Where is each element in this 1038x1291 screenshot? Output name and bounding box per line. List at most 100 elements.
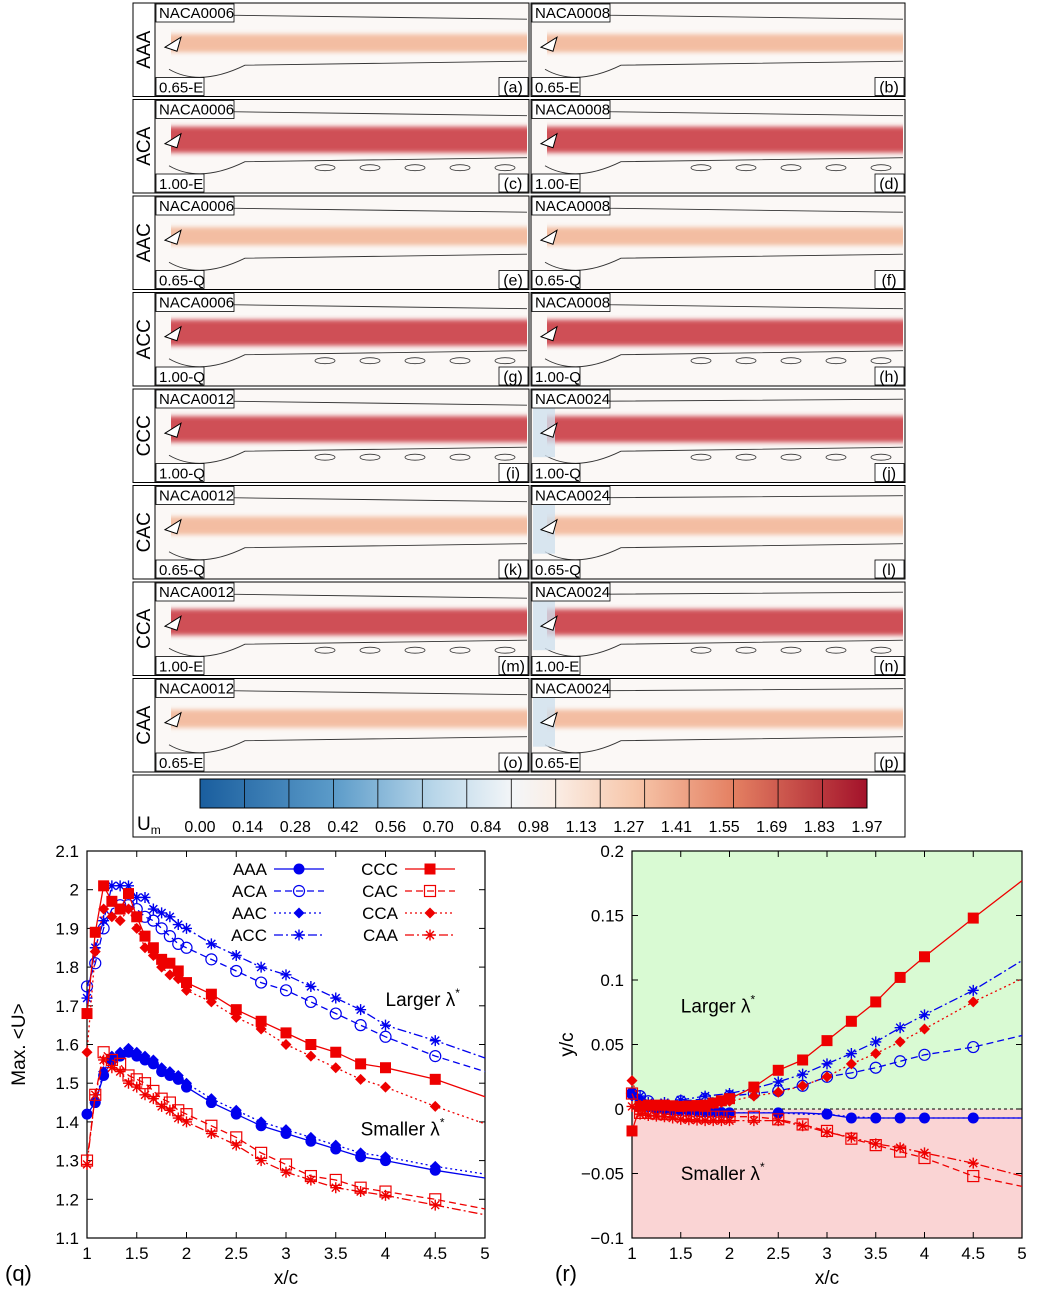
series-marker	[230, 1004, 242, 1016]
series-cca	[626, 978, 1023, 1112]
colorbar-tick-label: 0.84	[470, 819, 501, 836]
series-marker	[164, 957, 176, 969]
series-marker	[305, 1131, 317, 1143]
case-label-box	[531, 173, 581, 193]
series-marker	[205, 953, 218, 966]
series-marker	[181, 1077, 192, 1089]
series-marker	[707, 1115, 719, 1127]
wake-jet	[171, 227, 527, 246]
series-marker	[380, 1151, 391, 1163]
profile-label: NACA0006	[159, 5, 234, 22]
series-marker	[172, 937, 185, 950]
case-label: 0.65-E	[159, 755, 203, 772]
series-marker	[293, 863, 305, 875]
case-label: 1.00-Q	[535, 369, 581, 386]
case-label-box	[531, 463, 581, 482]
profile-label: NACA0024	[535, 488, 610, 505]
series-marker	[292, 884, 306, 898]
case-label-box	[155, 77, 205, 96]
series-marker	[845, 1048, 857, 1060]
series-marker	[707, 1098, 719, 1110]
case-label: 0.65-Q	[535, 273, 581, 290]
series-cca	[81, 903, 486, 1125]
series-marker	[715, 1097, 727, 1109]
series-marker	[634, 1099, 646, 1111]
series-marker	[894, 1022, 906, 1034]
vortex-contour	[359, 357, 381, 365]
series-marker	[667, 1100, 679, 1112]
contour-panel: NACA0008 1.00-Q (h)	[530, 292, 906, 387]
colorbar-tick-label: 1.83	[804, 819, 835, 836]
series-ccc	[81, 880, 486, 1098]
y-tick-label: 2.1	[55, 842, 79, 861]
series-marker	[172, 965, 184, 977]
series-marker	[89, 957, 102, 970]
x-tick-label: 4	[381, 1244, 390, 1263]
row-label: CAA	[134, 705, 155, 744]
series-marker	[181, 984, 192, 996]
annotation-label: Smaller λ*	[681, 1160, 765, 1185]
series-caa	[626, 1100, 1023, 1177]
series-marker	[305, 1039, 317, 1050]
y-tick-label: 0	[615, 1100, 624, 1119]
airfoil-icon	[539, 325, 558, 342]
series-marker	[667, 1112, 679, 1124]
series-marker	[380, 1062, 391, 1074]
series-marker	[122, 888, 134, 900]
series-marker	[748, 1081, 760, 1093]
profile-label: NACA0006	[159, 295, 234, 312]
series-marker	[114, 880, 126, 892]
wake-jet	[547, 516, 903, 535]
profile-label: NACA0024	[535, 391, 610, 408]
case-label-box	[531, 752, 581, 772]
profile-label-box	[155, 582, 235, 602]
series-marker	[918, 1048, 931, 1061]
airfoil-icon	[539, 229, 558, 245]
contour-panel: NACA0008 0.65-Q (f)	[530, 195, 906, 290]
y-tick-label: 1.4	[55, 1113, 79, 1132]
series-marker	[330, 1139, 342, 1151]
series-marker	[967, 1157, 979, 1169]
series-marker	[772, 1115, 784, 1127]
panel-tag: (b)	[879, 80, 899, 97]
vortex-contour	[870, 453, 892, 461]
panel-tag-box	[498, 656, 529, 675]
wake-jet	[171, 516, 527, 535]
panel-tag-box	[874, 656, 905, 675]
series-marker	[147, 1054, 159, 1066]
series-marker	[156, 961, 168, 973]
series-marker	[81, 1046, 93, 1058]
series-marker	[147, 903, 159, 915]
series-marker	[919, 1009, 930, 1021]
row-label: CCC	[134, 415, 155, 456]
series-marker	[164, 1066, 176, 1078]
series-marker	[919, 951, 930, 963]
series-marker	[967, 1040, 980, 1054]
panel-tag: (l)	[882, 562, 896, 579]
x-tick-label: 5	[480, 1244, 489, 1263]
wake-jet	[171, 34, 527, 53]
series-marker	[280, 969, 292, 981]
series-marker	[691, 1114, 703, 1126]
profile-label: NACA0008	[535, 198, 610, 215]
contour-panel: NACA0008 0.65-E (b)	[530, 2, 906, 97]
series-marker	[699, 1115, 711, 1127]
series-marker	[255, 961, 267, 973]
airfoil-icon	[163, 615, 182, 631]
colorbar-tick-label: 0.98	[518, 819, 549, 836]
profile-label: NACA0012	[159, 488, 234, 505]
case-label-box	[531, 77, 581, 96]
x-axis-label: x/c	[815, 1268, 839, 1289]
series-line	[86, 1047, 486, 1175]
profile-label-box	[155, 486, 235, 505]
series-marker	[894, 1036, 906, 1048]
series-marker	[772, 1064, 784, 1076]
vortex-contour	[690, 357, 712, 365]
x-tick-label: 4	[920, 1244, 929, 1263]
panel-tag: (r)	[555, 1261, 577, 1286]
series-marker	[230, 964, 243, 978]
profile-label: NACA0012	[159, 584, 234, 601]
panel-tag: (h)	[879, 369, 899, 386]
plot-max-u: 1 1.5 2 2.5 3 3.5 4 4.5 5 1.1 1.2 1.3 1.4 1.5 1.6 1.7 1.…	[5, 842, 490, 1289]
